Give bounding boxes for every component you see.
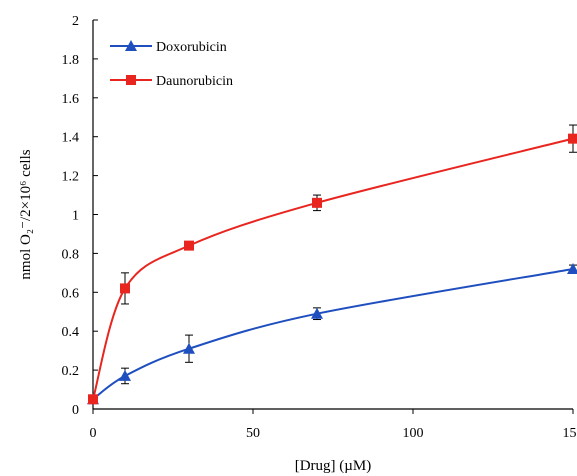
data-point-daunorubicin [568,133,577,144]
x-tick-label: 100 [403,426,424,441]
data-point-daunorubicin [88,394,98,405]
legend-marker [126,75,136,85]
y-tick-label: 0 [72,403,79,418]
series-curves [92,137,574,401]
data-point-daunorubicin [312,197,322,208]
legend-label-doxorubicin: Doxorubicin [156,40,227,55]
y-axis-ticks: 0 0.2 0.4 0.6 0.8 1 1.2 1.4 1.6 1.8 2 [62,14,98,418]
data-point-doxorubicin [183,342,195,354]
data-point-doxorubicin [119,369,131,381]
x-tick-label: 0 [90,426,97,441]
data-point-daunorubicin [120,283,130,294]
data-point-doxorubicin [567,262,577,274]
legend-marker [125,40,137,51]
y-tick-label: 0.6 [62,286,80,301]
x-axis-label: [Drug] (µM) [295,458,372,474]
x-tick-label: 150 [563,426,577,441]
y-tick-label: 0.2 [62,364,80,379]
data-point-daunorubicin [184,240,194,251]
data-point-doxorubicin [311,307,323,319]
y-tick-label: 1.2 [62,170,80,185]
y-tick-label: 1.4 [62,131,80,146]
y-tick-label: 1.6 [62,92,80,107]
y-axis-label: nmol O₂⁻/2×10⁶ cells [18,149,34,279]
y-tick-label: 2 [72,14,79,29]
y-tick-label: 0.4 [62,325,80,340]
y-tick-label: 1 [72,209,79,224]
x-tick-label: 50 [246,426,260,441]
legend-label-daunorubicin: Daunorubicin [156,74,233,89]
series-markers [87,124,577,405]
series-line-daunorubicin [92,137,574,400]
y-tick-label: 0.8 [62,247,80,262]
y-tick-label: 1.8 [62,53,80,68]
x-axis-ticks: 0 50 100 150 [90,409,577,441]
series-line-doxorubicin [92,267,574,401]
legend: Doxorubicin Daunorubicin [110,40,233,89]
